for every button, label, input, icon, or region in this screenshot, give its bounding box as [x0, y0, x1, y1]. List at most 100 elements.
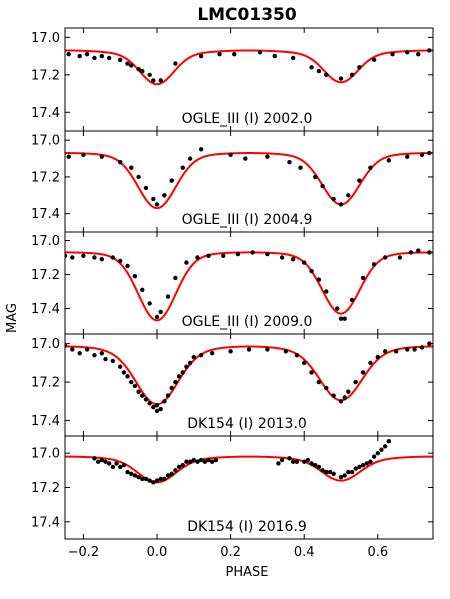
data-point: [416, 52, 421, 57]
data-point: [324, 289, 329, 294]
panel-4: 17.0 17.2 17.4 DK154 (I) 2013.0: [31, 333, 434, 437]
panel-5: 17.0 17.2 17.4 DK154 (I) 2016.9: [31, 435, 434, 540]
data-point: [187, 360, 193, 366]
data-point: [154, 403, 160, 408]
panel-label: DK154 (I) 2016.9: [187, 519, 307, 535]
data-point: [195, 255, 200, 260]
data-point: [213, 457, 219, 463]
data-point: [371, 57, 377, 63]
data-point: [309, 65, 314, 70]
data-point: [427, 48, 432, 53]
data-point: [357, 178, 362, 183]
data-point: [316, 277, 322, 282]
data-point: [173, 379, 178, 385]
data-point: [140, 68, 145, 74]
data-point: [386, 158, 392, 163]
data-point: [320, 468, 325, 473]
data-point: [368, 165, 373, 170]
data-point: [405, 50, 410, 55]
data-point: [210, 459, 215, 464]
data-point: [309, 268, 314, 274]
data-point: [147, 478, 152, 483]
y-tick-label: 17.4: [31, 207, 60, 222]
data-point: [210, 351, 215, 356]
data-point: [154, 314, 160, 320]
panel-1: 17.0 17.2 17.4 OGLE_III (I) 2002.0: [31, 27, 434, 132]
data-point: [158, 406, 163, 412]
data-point: [106, 461, 112, 466]
data-point: [394, 349, 399, 354]
data-point: [221, 253, 226, 258]
data-point: [132, 473, 138, 478]
data-point: [158, 78, 163, 83]
data-point: [95, 459, 101, 464]
data-point: [165, 473, 171, 478]
data-point: [99, 53, 105, 59]
data-point: [143, 397, 149, 402]
data-point: [419, 152, 425, 158]
data-point: [84, 347, 90, 352]
data-point: [349, 469, 355, 475]
data-point: [143, 185, 149, 191]
data-point: [382, 349, 388, 354]
data-point: [99, 257, 105, 262]
data-point: [195, 459, 200, 464]
data-point: [408, 250, 414, 255]
data-point: [427, 150, 432, 156]
data-point: [136, 67, 141, 72]
data-point: [151, 404, 156, 410]
data-point: [70, 255, 75, 260]
data-point: [360, 370, 366, 375]
data-point: [184, 364, 189, 369]
data-point: [294, 352, 300, 358]
data-point: [77, 53, 82, 59]
data-point: [265, 251, 270, 257]
y-tick-label: 17.2: [31, 170, 60, 185]
data-point: [140, 476, 145, 482]
data-point: [121, 462, 127, 468]
data-point: [129, 379, 134, 385]
data-point: [92, 456, 97, 461]
data-point: [232, 52, 237, 57]
data-point: [276, 461, 281, 466]
data-point: [331, 196, 336, 202]
data-point: [125, 263, 130, 269]
data-point: [283, 349, 288, 354]
data-point: [184, 459, 189, 464]
y-tick-label: 17.4: [31, 106, 60, 121]
data-point: [265, 347, 270, 352]
data-point: [390, 52, 395, 57]
data-point: [125, 469, 130, 475]
data-point: [217, 52, 222, 57]
data-point: [397, 255, 403, 260]
data-point: [419, 345, 425, 350]
y-tick-label: 17.4: [31, 414, 60, 429]
model-curve: [65, 49, 433, 86]
data-point: [416, 248, 421, 253]
data-point: [151, 196, 156, 202]
x-tick-label: 0.2: [220, 545, 241, 560]
x-tick-label: 0.6: [367, 545, 388, 560]
data-point: [379, 447, 384, 452]
data-point: [338, 316, 344, 321]
data-point: [265, 154, 270, 159]
data-point: [360, 462, 366, 468]
data-point: [368, 459, 373, 464]
data-point: [136, 389, 141, 394]
data-point: [187, 156, 193, 161]
data-point: [342, 473, 347, 478]
data-point: [162, 476, 167, 482]
data-point: [346, 193, 351, 198]
data-point: [66, 52, 71, 57]
data-point: [180, 370, 185, 375]
data-point: [298, 165, 303, 170]
data-point: [202, 459, 208, 464]
y-tick-label: 17.2: [31, 68, 60, 83]
data-point: [338, 202, 344, 207]
data-point: [382, 444, 388, 449]
data-point: [302, 260, 307, 265]
data-point: [331, 393, 336, 398]
data-point: [272, 53, 277, 59]
data-point: [279, 255, 285, 260]
